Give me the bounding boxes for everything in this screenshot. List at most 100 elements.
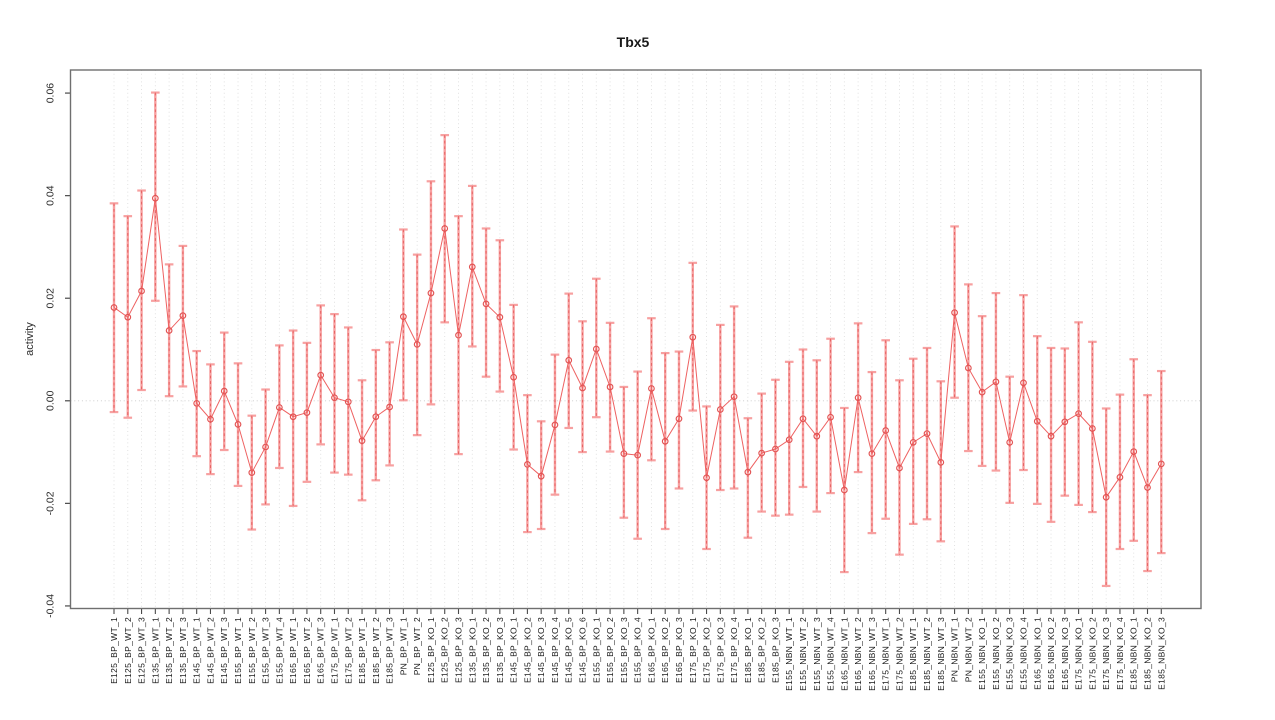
x-tick-label: E125_BP_KO_1 bbox=[426, 617, 436, 683]
data-point bbox=[978, 388, 986, 396]
x-tick-label: E165_BP_KO_2 bbox=[660, 617, 670, 683]
x-tick-label: E165_NBN_KO_1 bbox=[1032, 617, 1042, 690]
x-tick-label: E165_BP_KO_3 bbox=[674, 617, 684, 683]
y-tick-label: 0.00 bbox=[45, 390, 57, 411]
x-tick-label: E155_NBN_KO_2 bbox=[991, 617, 1001, 690]
data-point bbox=[524, 461, 531, 468]
x-tick-label: E175_NBN_KO_4 bbox=[1115, 617, 1125, 690]
y-tick-label: 0.04 bbox=[45, 185, 57, 206]
x-tick-label: E175_BP_KO_2 bbox=[702, 617, 712, 683]
data-point bbox=[1157, 460, 1165, 468]
x-tick-label: E135_BP_KO_1 bbox=[467, 617, 477, 683]
x-tick-label: E125_BP_WT_3 bbox=[137, 617, 147, 684]
axes: -0.04 -0.02 0.00 0.02 0.04 0.06 E125_BP_WT_1 E1… bbox=[45, 83, 1167, 691]
x-tick-label: E185_NBN_KO_1 bbox=[1129, 617, 1139, 690]
data-point bbox=[579, 384, 586, 392]
data-point bbox=[207, 415, 214, 423]
x-tick-label: E135_BP_KO_3 bbox=[495, 617, 505, 683]
data-point bbox=[758, 449, 766, 457]
x-tick-label: E125_BP_KO_2 bbox=[440, 617, 450, 683]
x-tick-label: E185_NBN_WT_1 bbox=[908, 617, 918, 691]
x-tick-label: E185_BP_KO_2 bbox=[757, 617, 767, 683]
data-point bbox=[703, 474, 710, 482]
x-tick-label: E165_BP_WT_1 bbox=[288, 617, 298, 684]
mean-line bbox=[113, 198, 1162, 499]
x-tick-label: E185_NBN_WT_3 bbox=[936, 617, 946, 691]
x-tick-label: E185_BP_KO_1 bbox=[743, 617, 753, 683]
x-tick-label: E155_BP_WT_1 bbox=[233, 617, 243, 684]
x-tick-label: E145_BP_KO_2 bbox=[522, 617, 532, 683]
data-point bbox=[772, 445, 779, 453]
x-tick-label: E175_BP_WT_1 bbox=[329, 617, 339, 684]
data-point bbox=[303, 409, 311, 416]
plot-area: -0.04 -0.02 0.00 0.02 0.04 0.06 E125_BP_WT_1 E1… bbox=[45, 69, 1202, 691]
data-point bbox=[331, 394, 338, 402]
data-point bbox=[468, 263, 476, 271]
x-tick-label: E185_BP_WT_2 bbox=[371, 617, 381, 684]
x-tick-label: E155_BP_WT_4 bbox=[274, 617, 284, 684]
plot-box bbox=[69, 69, 1202, 610]
x-tick-label: E185_BP_WT_1 bbox=[357, 617, 367, 684]
x-tick-label: E155_NBN_KO_3 bbox=[1005, 617, 1015, 690]
x-tick-label: E165_BP_KO_1 bbox=[646, 617, 656, 683]
error-bar bbox=[1046, 346, 1056, 523]
x-tick-label: E175_NBN_KO_3 bbox=[1101, 617, 1111, 690]
x-tick-label: E185_NBN_WT_2 bbox=[922, 617, 932, 691]
x-tick-label: E165_BP_WT_3 bbox=[316, 617, 326, 684]
x-tick-label: E155_BP_WT_3 bbox=[261, 617, 271, 684]
x-tick-label: E145_BP_WT_1 bbox=[192, 617, 202, 684]
data-point bbox=[854, 394, 862, 402]
error-bar bbox=[688, 261, 698, 412]
data-point bbox=[1089, 425, 1096, 432]
y-tick-label: -0.02 bbox=[45, 491, 57, 515]
error-bar bbox=[1156, 369, 1166, 555]
data-point bbox=[372, 413, 380, 421]
x-tick-label: E185_NBN_KO_2 bbox=[1143, 617, 1153, 690]
data-point bbox=[427, 289, 435, 297]
data-point bbox=[386, 403, 393, 411]
plot-border bbox=[69, 69, 1202, 610]
data-point bbox=[661, 437, 669, 445]
data-point bbox=[482, 300, 490, 308]
x-tick-label: E155_BP_WT_2 bbox=[247, 617, 257, 684]
data-point bbox=[400, 313, 407, 321]
x-tick-label: PN_NBN_WT_1 bbox=[950, 617, 960, 682]
x-tick-label: E175_BP_KO_1 bbox=[688, 617, 698, 683]
data-point bbox=[648, 385, 655, 392]
error-bar bbox=[1143, 394, 1152, 573]
x-tick-label: E145_BP_KO_4 bbox=[550, 617, 560, 683]
x-tick-label: E155_BP_KO_1 bbox=[591, 617, 601, 683]
x-tick-label: E135_BP_WT_2 bbox=[164, 617, 174, 684]
data-point bbox=[179, 312, 187, 320]
y-tick-label: 0.06 bbox=[45, 83, 57, 104]
x-tick-label: E165_NBN_WT_3 bbox=[867, 617, 877, 691]
data-point bbox=[606, 383, 614, 391]
data-point bbox=[124, 313, 132, 321]
data-point bbox=[1047, 432, 1055, 440]
x-tick-label: E155_NBN_WT_2 bbox=[798, 617, 808, 691]
x-tick-label: E175_NBN_KO_1 bbox=[1074, 617, 1084, 690]
data-point bbox=[592, 345, 600, 353]
x-tick-label: E155_NBN_WT_1 bbox=[784, 617, 794, 691]
data-point bbox=[1020, 379, 1027, 387]
x-tick-label: E165_NBN_KO_3 bbox=[1060, 617, 1070, 690]
data-point bbox=[882, 427, 890, 434]
error-bar bbox=[674, 350, 684, 490]
error-bar bbox=[399, 228, 408, 402]
data-point bbox=[716, 406, 724, 413]
data-point bbox=[565, 356, 573, 364]
data-point bbox=[289, 413, 297, 421]
data-point bbox=[868, 450, 876, 457]
x-tick-label: E145_BP_KO_1 bbox=[509, 617, 519, 683]
data-point bbox=[537, 472, 545, 480]
data-point bbox=[413, 341, 421, 348]
data-point bbox=[496, 313, 504, 321]
data-point bbox=[964, 364, 972, 372]
x-tick-label: E155_BP_KO_2 bbox=[605, 617, 615, 683]
x-tick-label: E185_BP_KO_3 bbox=[770, 617, 780, 683]
error-bar bbox=[330, 313, 339, 474]
data-point bbox=[840, 486, 848, 494]
data-point bbox=[1116, 473, 1124, 481]
x-tick-label: E175_NBN_WT_2 bbox=[894, 617, 904, 691]
